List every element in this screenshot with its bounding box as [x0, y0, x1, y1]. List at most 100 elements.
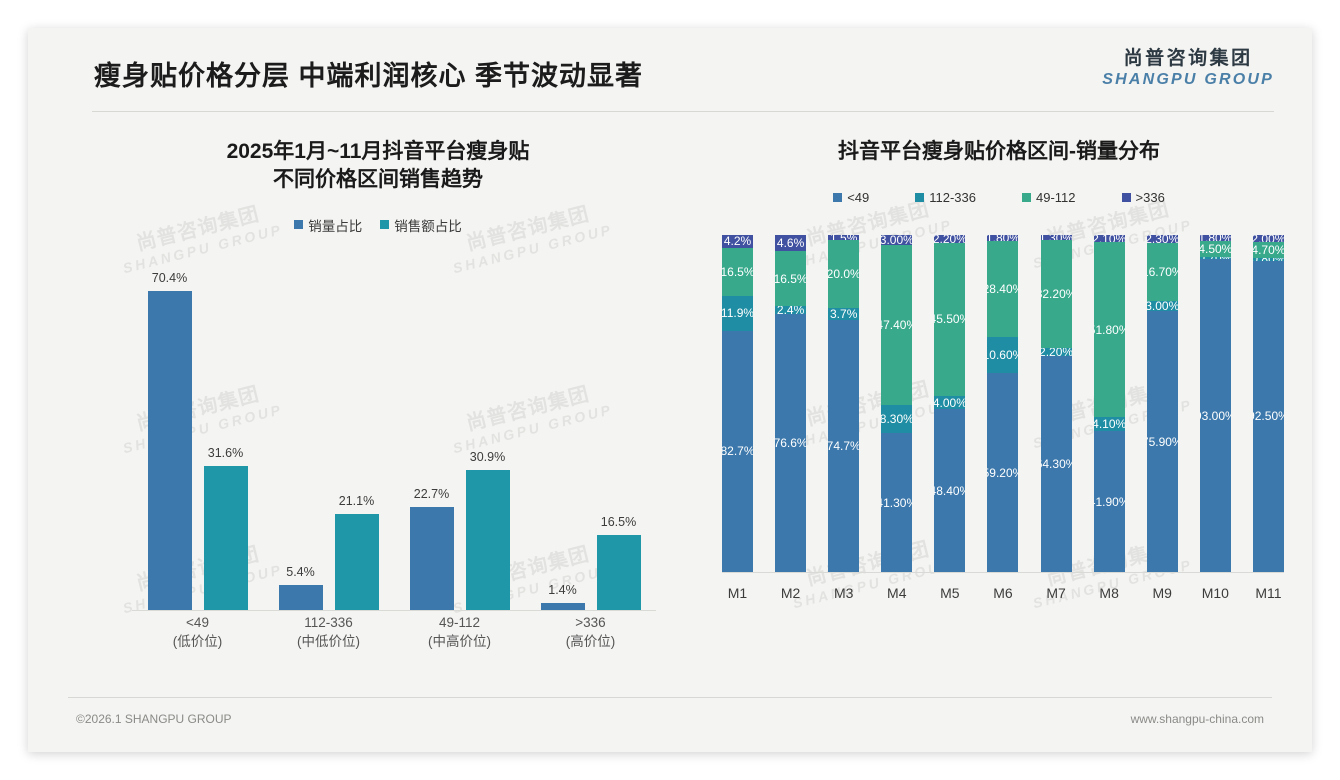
stack-container: 2.00%4.70%0.80% 92.50% — [1252, 235, 1284, 573]
bar-rect[interactable] — [465, 469, 510, 610]
stack-segment[interactable]: 76.6% — [775, 314, 807, 573]
stacked-bar-column[interactable]: 1.30% 32.20% 2.20% 64.30% M7 — [1040, 235, 1072, 601]
stack-segment[interactable]: 4.00% — [934, 395, 966, 410]
legend-label: 销量占比 — [308, 218, 363, 234]
legend-right-item-0[interactable]: <49 — [833, 190, 869, 205]
segment-value-label: 59.20% — [987, 465, 1018, 480]
stack-segment[interactable]: 1.80% — [987, 235, 1019, 242]
bar-column[interactable]: 22.7% — [409, 271, 454, 610]
stack-container: 2.30% 16.70% 3.00% 75.90% — [1146, 235, 1178, 573]
stack-segment[interactable]: 47.40% — [881, 245, 913, 406]
stack-segment[interactable]: 59.20% — [987, 372, 1019, 573]
stack-segment[interactable]: 3.7% — [828, 307, 860, 321]
bar-rect[interactable] — [409, 506, 454, 610]
stack-segment[interactable]: 2.20% — [934, 235, 966, 243]
segment-value-label: 41.30% — [881, 495, 912, 510]
stacked-bar-column[interactable]: 2.10% 51.80% 4.10% 41.90% M8 — [1093, 235, 1125, 601]
stack-segment[interactable]: 51.80% — [1093, 242, 1125, 418]
company-logo: 尚普咨询集团 SHANGPU GROUP — [1102, 43, 1274, 89]
bar-rect[interactable] — [596, 534, 641, 610]
stack-container: 4.2% 16.5% 11.9% 82.7% — [722, 235, 753, 573]
stack-segment[interactable]: 41.90% — [1093, 430, 1125, 573]
stack-segment[interactable]: 2.00% — [1252, 235, 1284, 243]
stacked-bar-column[interactable]: 4.2% 16.5% 11.9% 82.7% M1 — [722, 235, 753, 601]
stack-segment[interactable]: 4.10% — [1093, 417, 1125, 431]
stacked-bar-column[interactable]: 1.80% 28.40% 10.60% 59.20% M6 — [987, 235, 1019, 601]
stack-segment[interactable]: 75.90% — [1146, 311, 1178, 573]
legend-left-item-1[interactable]: 销售额占比 — [380, 215, 462, 235]
stack-segment[interactable]: 4.70% — [1252, 242, 1284, 258]
stack-segment[interactable]: 32.20% — [1040, 239, 1072, 349]
bar-column[interactable]: 70.4% — [147, 271, 192, 610]
stack-segment[interactable]: 48.40% — [934, 409, 966, 573]
bar-rect[interactable] — [147, 290, 192, 610]
bar-column[interactable]: 5.4% — [278, 271, 323, 610]
stack-segment[interactable]: 2.30% — [1146, 235, 1178, 244]
page-title: 瘦身贴价格分层 中端利润核心 季节波动显著 — [94, 61, 644, 91]
stack-segment[interactable]: 74.7% — [828, 320, 860, 573]
stack-segment[interactable]: 28.40% — [987, 241, 1019, 338]
stack-segment[interactable]: 1.80% — [1199, 235, 1231, 242]
bar-rect[interactable] — [540, 603, 585, 610]
stack-segment[interactable]: 8.30% — [881, 405, 913, 434]
stack-segment[interactable]: 2.20% — [1040, 348, 1072, 356]
stack-segment[interactable]: 0.80% — [1252, 257, 1284, 261]
stack-segment[interactable]: 4.50% — [1199, 241, 1231, 257]
stack-segment[interactable]: 1.5% — [828, 235, 860, 241]
stack-segment[interactable]: 16.70% — [1146, 243, 1178, 301]
stacked-bar-column[interactable]: 2.00%4.70%0.80% 92.50% M11 — [1252, 235, 1284, 601]
bar-column[interactable]: 21.1% — [334, 271, 379, 610]
footer-copyright: ©2026.1 SHANGPU GROUP — [76, 712, 232, 726]
bar-column[interactable]: 30.9% — [465, 271, 510, 610]
segment-value-label: 1.30% — [1041, 235, 1072, 239]
stacked-bar-column[interactable]: 1.80%4.50%0.70% 93.00% M10 — [1199, 235, 1231, 601]
stack-segment[interactable]: 4.6% — [775, 235, 807, 251]
stacked-bar-column[interactable]: 2.20% 45.50% 4.00% 48.40% M5 — [934, 235, 966, 601]
segment-value-label: 4.10% — [1093, 417, 1125, 431]
stacked-bar-column[interactable]: 3.00% 47.40% 8.30% 41.30% M4 — [881, 235, 913, 601]
bar-rect[interactable] — [334, 514, 379, 610]
x-label-main: 49-112 — [438, 614, 481, 630]
bar-group: 22.7% 30.9% — [394, 271, 525, 610]
legend-right-item-1[interactable]: 112-336 — [915, 190, 976, 205]
stack-segment[interactable]: 82.7% — [722, 330, 753, 573]
stack-segment[interactable]: 4.2% — [722, 235, 753, 248]
segment-value-label: 1.5% — [830, 235, 857, 240]
stack-container: 2.10% 51.80% 4.10% 41.90% — [1093, 235, 1125, 573]
stack-segment[interactable]: 0.70% — [1199, 256, 1231, 259]
legend-right-item-3[interactable]: >336 — [1121, 190, 1165, 205]
bar-column[interactable]: 16.5% — [596, 271, 641, 610]
segment-value-label: 64.30% — [1041, 456, 1072, 471]
stack-segment[interactable]: 16.5% — [722, 247, 753, 296]
bar-rect[interactable] — [278, 585, 323, 610]
stacked-bar-column[interactable]: 2.30% 16.70% 3.00% 75.90% M9 — [1146, 235, 1178, 601]
stack-segment[interactable]: 11.9% — [722, 295, 753, 331]
stack-container: 1.5% 20.0% 3.7% 74.7% — [828, 235, 860, 573]
segment-value-label: 4.2% — [723, 235, 752, 248]
stack-segment[interactable]: 93.00% — [1199, 258, 1231, 573]
stack-segment[interactable]: 16.5% — [775, 250, 807, 307]
stacked-bar-column[interactable]: 1.5% 20.0% 3.7% 74.7% M3 — [828, 235, 860, 601]
stack-segment[interactable]: 10.60% — [987, 337, 1019, 373]
stack-segment[interactable]: 3.00% — [1146, 300, 1178, 312]
x-axis-month-label: M8 — [1099, 585, 1119, 602]
stack-segment[interactable]: 45.50% — [934, 242, 966, 396]
stack-segment[interactable]: 2.10% — [1093, 235, 1125, 243]
legend-right-item-2[interactable]: 49-112 — [1022, 190, 1076, 205]
bar-column[interactable]: 1.4% — [540, 271, 585, 610]
segment-value-label: 74.7% — [828, 439, 860, 454]
stack-segment[interactable]: 2.4% — [775, 306, 807, 315]
bar-rect[interactable] — [203, 466, 248, 610]
stack-segment[interactable]: 1.30% — [1040, 235, 1072, 240]
segment-value-label: 2.30% — [1146, 235, 1178, 244]
segment-value-label: 2.20% — [1040, 348, 1072, 356]
legend-left-item-0[interactable]: 销量占比 — [294, 215, 362, 235]
stack-segment[interactable]: 3.00% — [881, 235, 913, 246]
left-bar-chart: 70.4% 31.6% 5.4% 21.1% 22.7% 30.9% 1.4% 16.5% <… — [68, 261, 688, 661]
bar-column[interactable]: 31.6% — [203, 271, 248, 610]
stack-segment[interactable]: 92.50% — [1252, 260, 1284, 573]
stack-segment[interactable]: 20.0% — [828, 240, 860, 308]
stack-segment[interactable]: 41.30% — [881, 433, 913, 573]
stack-segment[interactable]: 64.30% — [1040, 355, 1072, 573]
stacked-bar-column[interactable]: 4.6% 16.5% 2.4% 76.6% M2 — [775, 235, 807, 601]
